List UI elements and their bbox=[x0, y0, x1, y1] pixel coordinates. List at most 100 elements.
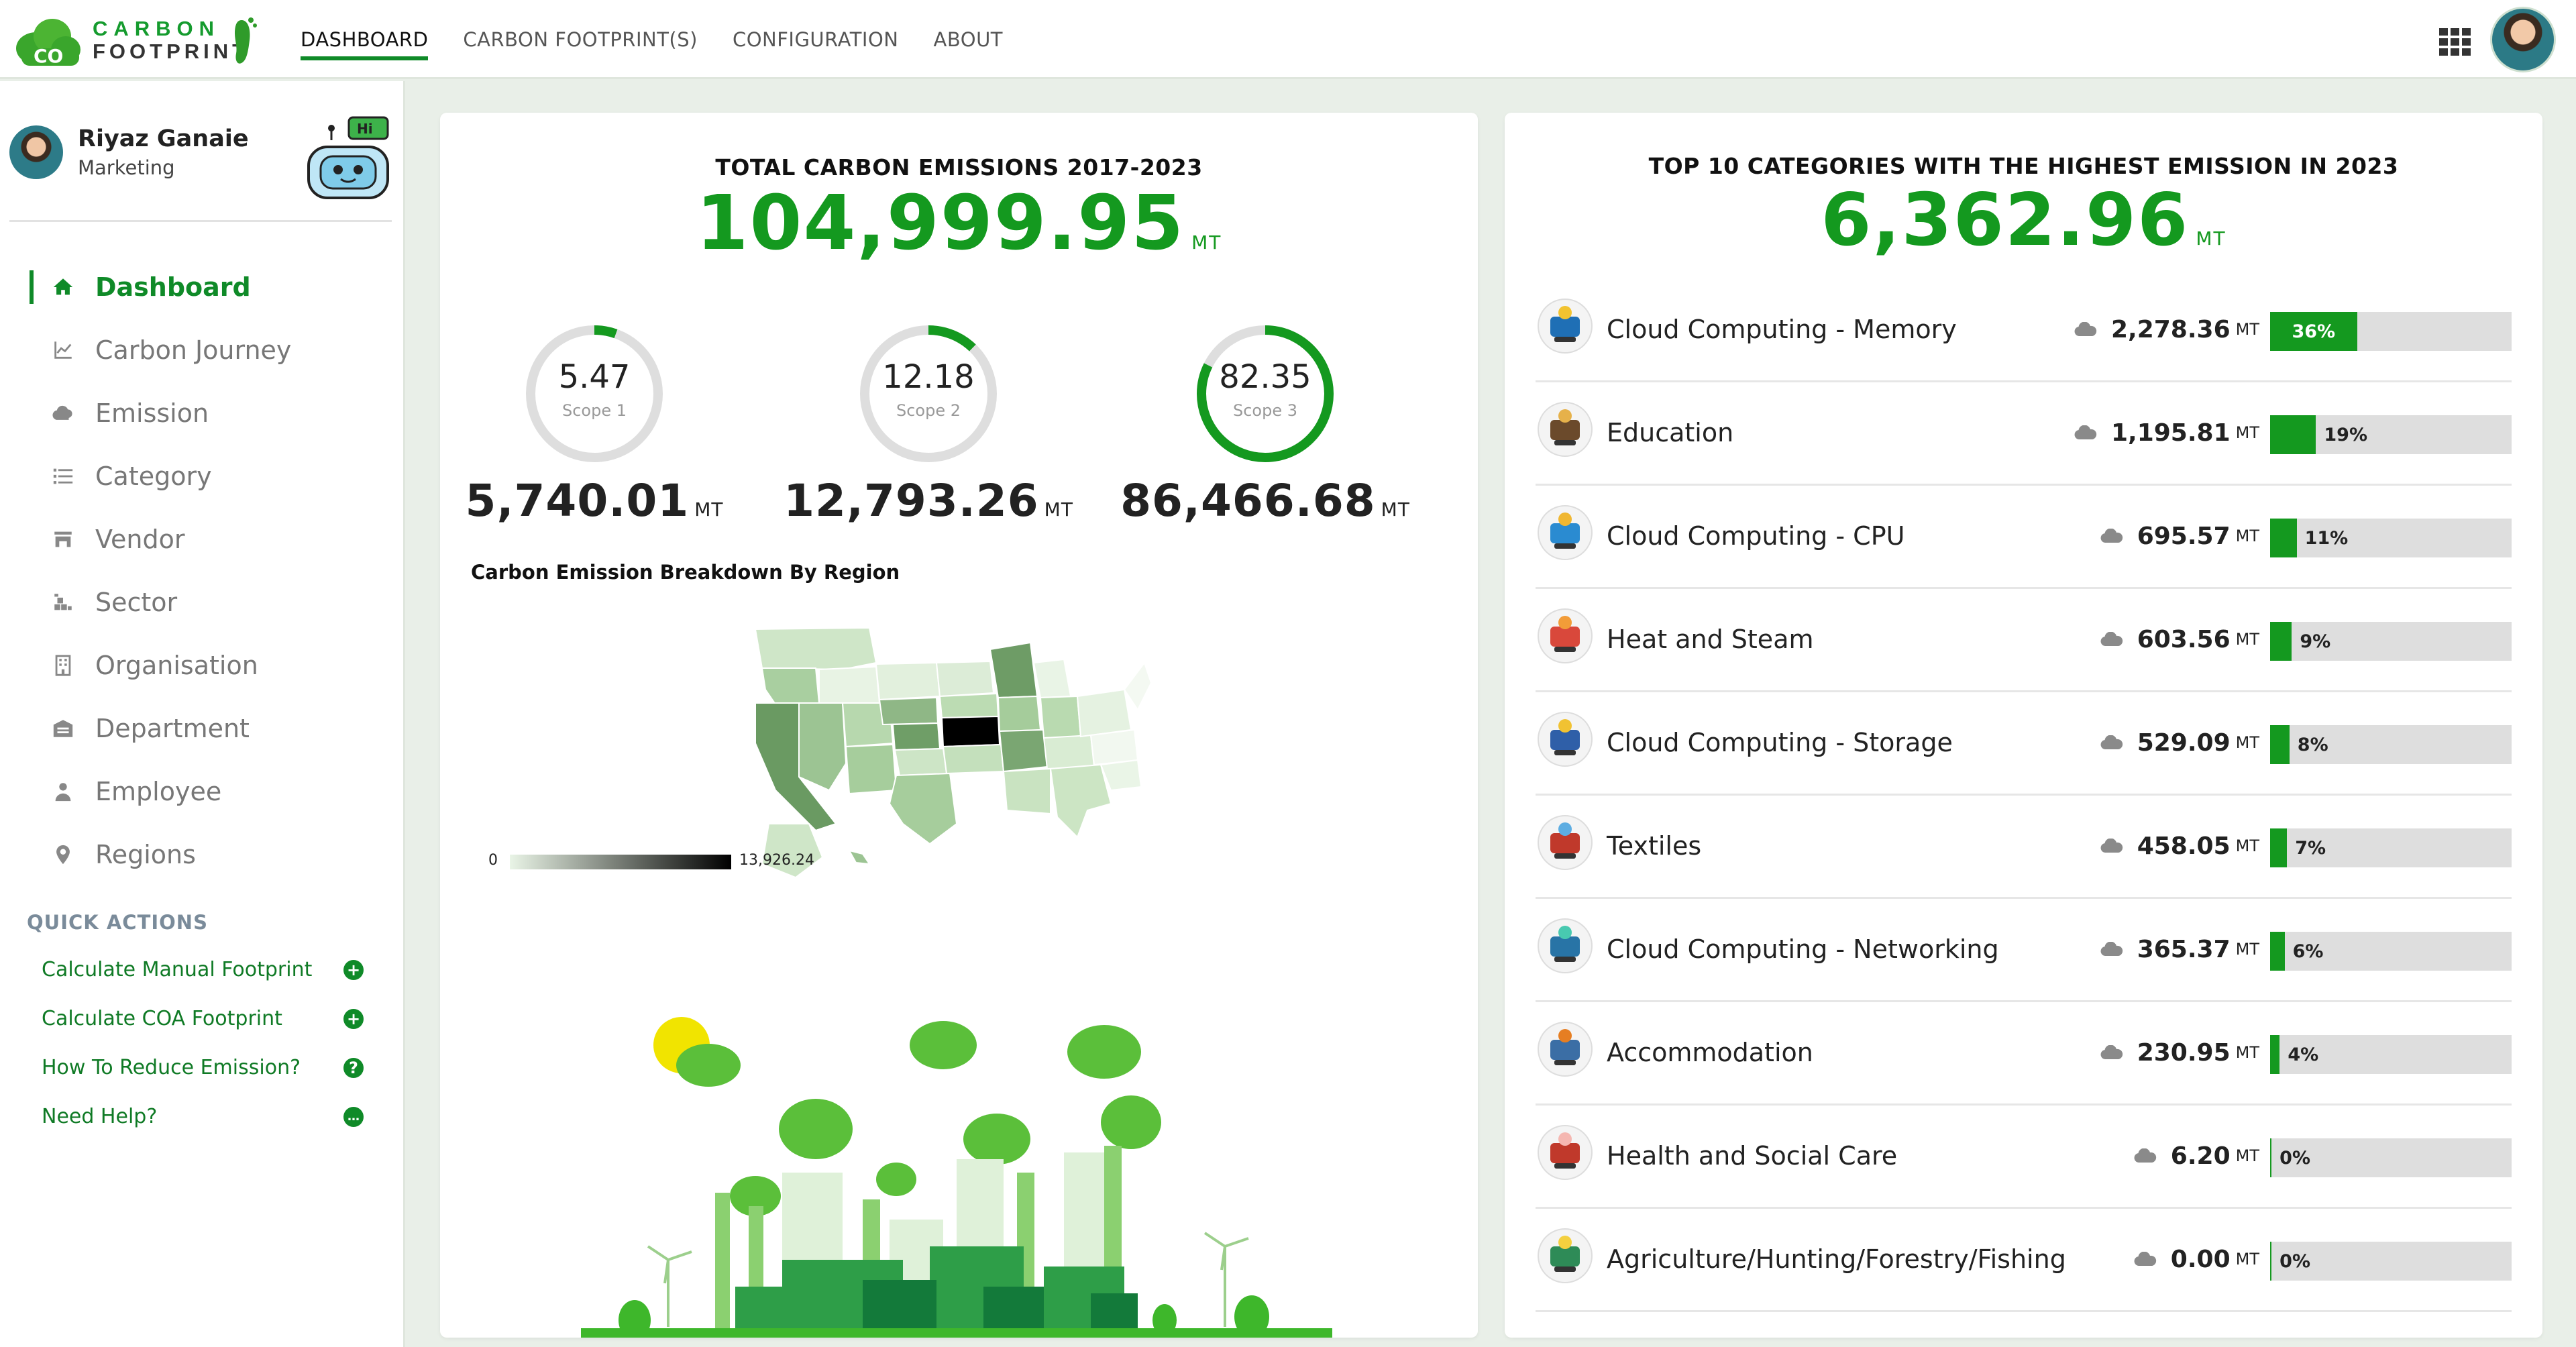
question-circle-icon: ? bbox=[343, 1057, 364, 1078]
category-row[interactable]: Cloud Computing - Networking 365.37 MT 6… bbox=[1536, 899, 2512, 1002]
sector-icon bbox=[50, 589, 76, 616]
scope-1-arc bbox=[526, 325, 663, 462]
profile-avatar bbox=[9, 125, 63, 179]
sidebar-item-emission[interactable]: Emission bbox=[30, 382, 392, 445]
category-row[interactable]: Education 1,195.81 MT 19% bbox=[1536, 382, 2512, 486]
textiles-icon bbox=[1538, 815, 1593, 870]
footprint-icon bbox=[235, 17, 257, 64]
scope-1-number: 5,740.01 bbox=[465, 475, 690, 527]
category-name: Accommodation bbox=[1607, 1038, 1813, 1067]
map-pin-icon bbox=[50, 841, 76, 868]
scope-3-donut: 82.35 Scope 3 bbox=[1193, 322, 1337, 466]
scope-2-percent: 12.18 bbox=[882, 358, 975, 396]
category-value: 1,195.81 MT bbox=[2074, 382, 2259, 483]
region-map-title: Carbon Emission Breakdown By Region bbox=[471, 561, 900, 584]
legend-max: 13,926.24 bbox=[739, 852, 814, 869]
category-percent-fill bbox=[2270, 415, 2316, 454]
category-value: 2,278.36 MT bbox=[2074, 279, 2259, 380]
category-percent-label: 0% bbox=[2279, 1250, 2310, 1272]
category-row[interactable]: Heat and Steam 603.56 MT 9% bbox=[1536, 589, 2512, 692]
category-value-number: 2,278.36 bbox=[2110, 315, 2231, 343]
app-logo[interactable]: CO CARBON FOOTPRINT bbox=[13, 13, 262, 70]
sidebar-item-carbon-journey[interactable]: Carbon Journey bbox=[30, 319, 392, 382]
quick-action-manual-footprint[interactable]: Calculate Manual Footprint + bbox=[42, 945, 364, 994]
category-name: Health and Social Care bbox=[1607, 1141, 1898, 1171]
cloud-icon bbox=[2074, 425, 2097, 439]
chatbot-icon[interactable]: Hi bbox=[305, 115, 392, 202]
nav-configuration[interactable]: CONFIGURATION bbox=[732, 28, 899, 51]
category-value: 695.57 MT bbox=[2100, 486, 2259, 586]
category-value-unit: MT bbox=[2235, 527, 2259, 545]
bot-badge-text: Hi bbox=[357, 121, 373, 137]
sidebar-item-label: Vendor bbox=[95, 525, 185, 554]
map-legend: 0 13,926.24 bbox=[488, 851, 837, 877]
scope-2-unit: MT bbox=[1044, 498, 1073, 521]
nav-carbon-footprints[interactable]: CARBON FOOTPRINT(S) bbox=[463, 28, 698, 51]
category-percent-fill bbox=[2270, 828, 2288, 867]
category-row[interactable]: Textiles 458.05 MT 7% bbox=[1536, 796, 2512, 899]
category-row[interactable]: Cloud Computing - CPU 695.57 MT 11% bbox=[1536, 486, 2512, 589]
plus-circle-icon: + bbox=[343, 1008, 364, 1029]
category-row[interactable]: Health and Social Care 6.20 MT 0% bbox=[1536, 1106, 2512, 1209]
quick-actions-title: QUICK ACTIONS bbox=[27, 911, 208, 934]
category-percent-fill bbox=[2270, 519, 2297, 557]
sidebar-item-department[interactable]: Department bbox=[30, 697, 392, 760]
category-value-unit: MT bbox=[2235, 733, 2259, 752]
scope-3-number: 86,466.68 bbox=[1120, 475, 1376, 527]
cloud-icon bbox=[2100, 1045, 2123, 1059]
apps-grid-icon[interactable] bbox=[2439, 28, 2471, 56]
category-value-number: 6.20 bbox=[2170, 1142, 2231, 1170]
category-row[interactable]: Cloud Computing - Storage 529.09 MT 8% bbox=[1536, 692, 2512, 796]
category-value-number: 695.57 bbox=[2137, 522, 2231, 550]
category-row[interactable]: Accommodation 230.95 MT 4% bbox=[1536, 1002, 2512, 1106]
category-percent-bar: 9% bbox=[2270, 622, 2512, 661]
sidebar-item-category[interactable]: Category bbox=[30, 445, 392, 508]
us-region-map[interactable] bbox=[735, 623, 1151, 918]
sidebar-item-regions[interactable]: Regions bbox=[30, 823, 392, 886]
category-value: 603.56 MT bbox=[2100, 589, 2259, 690]
network-icon bbox=[1538, 918, 1593, 973]
category-percent-bar: 8% bbox=[2270, 725, 2512, 764]
category-value-number: 603.56 bbox=[2137, 625, 2231, 653]
total-emissions-value: 104,999.95 MT bbox=[440, 180, 1478, 267]
thermometer-icon bbox=[1538, 608, 1593, 663]
category-value-unit: MT bbox=[2235, 1043, 2259, 1062]
nav-dashboard[interactable]: DASHBOARD bbox=[301, 0, 429, 79]
nav-about[interactable]: ABOUT bbox=[933, 28, 1004, 51]
category-percent-bar: 36% bbox=[2270, 312, 2512, 351]
scope-1-value: 5,740.01 MT bbox=[440, 475, 749, 527]
sidebar-item-vendor[interactable]: Vendor bbox=[30, 508, 392, 571]
scope-1-percent: 5.47 bbox=[558, 358, 631, 396]
category-value-unit: MT bbox=[2235, 320, 2259, 339]
logo-line2: FOOTPRINT bbox=[93, 40, 250, 63]
category-percent-bar: 7% bbox=[2270, 828, 2512, 867]
sidebar-item-label: Employee bbox=[95, 777, 222, 806]
category-name: Cloud Computing - Memory bbox=[1607, 315, 1957, 344]
books-icon bbox=[1538, 402, 1593, 457]
sidebar-item-employee[interactable]: Employee bbox=[30, 760, 392, 823]
category-percent-bar: 0% bbox=[2270, 1138, 2512, 1177]
category-value: 6.20 MT bbox=[2133, 1106, 2259, 1206]
green-city-illustration bbox=[581, 1017, 1332, 1338]
quick-action-coa-footprint[interactable]: Calculate COA Footprint + bbox=[42, 994, 364, 1043]
category-list: Cloud Computing - Memory 2,278.36 MT 36%… bbox=[1536, 279, 2512, 1312]
category-name: Education bbox=[1607, 418, 1734, 447]
category-percent-fill bbox=[2270, 1138, 2272, 1177]
category-value-number: 1,195.81 bbox=[2110, 419, 2231, 447]
quick-action-reduce-emission[interactable]: How To Reduce Emission? ? bbox=[42, 1043, 364, 1092]
scope-2-donut: 12.18 Scope 2 bbox=[857, 322, 1000, 466]
quick-action-need-help[interactable]: Need Help? … bbox=[42, 1092, 364, 1141]
scope-3-label: Scope 3 bbox=[1232, 401, 1297, 420]
logo-co-text: CO bbox=[34, 45, 63, 67]
user-avatar[interactable] bbox=[2490, 7, 2556, 72]
category-value: 458.05 MT bbox=[2100, 796, 2259, 896]
category-value-unit: MT bbox=[2235, 630, 2259, 649]
category-row[interactable]: Cloud Computing - Memory 2,278.36 MT 36% bbox=[1536, 279, 2512, 382]
category-row[interactable]: Agriculture/Hunting/Forestry/Fishing 0.0… bbox=[1536, 1209, 2512, 1312]
sidebar-menu: Dashboard Carbon Journey Emission Catego… bbox=[30, 256, 392, 886]
category-percent-fill bbox=[2270, 622, 2292, 661]
list-icon bbox=[50, 463, 76, 490]
sidebar-item-sector[interactable]: Sector bbox=[30, 571, 392, 634]
sidebar-item-dashboard[interactable]: Dashboard bbox=[30, 256, 392, 319]
sidebar-item-organisation[interactable]: Organisation bbox=[30, 634, 392, 697]
